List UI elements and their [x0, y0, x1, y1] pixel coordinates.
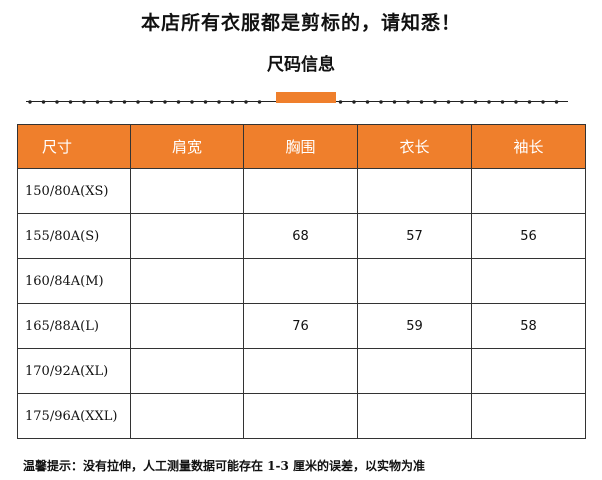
divider-dot — [487, 100, 491, 104]
cell-chest — [243, 258, 358, 304]
cell-size: 165/88A(L) — [17, 303, 131, 349]
cell-length — [357, 168, 472, 214]
size-table: 尺寸 肩宽 胸围 衣长 袖长 150/80A(XS) 155/80A(S) 68… — [17, 124, 586, 439]
divider-dot — [419, 100, 424, 104]
divider-dot — [514, 100, 518, 104]
table-row: 160/84A(M) — [17, 258, 586, 304]
cell-length — [357, 258, 472, 304]
divider-dot — [500, 100, 505, 104]
divider-dot — [554, 100, 559, 104]
divider-dot — [163, 100, 167, 104]
cell-sleeve — [471, 168, 586, 214]
divider-dot — [95, 100, 100, 104]
cell-shoulder — [130, 213, 244, 259]
divider-dot — [433, 100, 437, 104]
divider-dot — [82, 100, 86, 104]
divider-dot — [541, 100, 545, 104]
divider-dot — [136, 100, 140, 104]
cell-chest — [243, 393, 358, 439]
cell-sleeve: 56 — [471, 213, 586, 259]
divider-dot — [527, 100, 532, 104]
cell-length — [357, 348, 472, 394]
divider-dot — [68, 100, 73, 104]
divider-dot — [338, 100, 343, 104]
divider-dot — [122, 100, 127, 104]
divider-dot — [365, 100, 370, 104]
divider-dot — [41, 100, 46, 104]
cell-shoulder — [130, 348, 244, 394]
cell-shoulder — [130, 258, 244, 304]
divider-dot — [203, 100, 208, 104]
header-shoulder: 肩宽 — [130, 124, 244, 169]
divider-dot — [230, 100, 235, 104]
measurement-tip: 温馨提示：没有拉伸，人工测量数据可能存在 1-3 厘米的误差，以实物为准 — [23, 459, 426, 473]
divider-dot — [379, 100, 383, 104]
cell-chest — [243, 348, 358, 394]
divider-dot — [460, 100, 464, 104]
divider-dot — [406, 100, 410, 104]
divider-accent-block — [276, 92, 336, 103]
cell-sleeve — [471, 393, 586, 439]
cell-size: 160/84A(M) — [17, 258, 131, 304]
cell-chest: 68 — [243, 213, 358, 259]
divider-dot — [176, 100, 181, 104]
divider-dot — [190, 100, 194, 104]
divider-dot — [257, 100, 262, 104]
table-row: 170/92A(XL) — [17, 348, 586, 394]
cell-size: 155/80A(S) — [17, 213, 131, 259]
section-title: 尺码信息 — [267, 55, 335, 75]
cell-shoulder — [130, 303, 244, 349]
cell-sleeve — [471, 348, 586, 394]
decorative-divider — [26, 92, 568, 105]
divider-dot — [244, 100, 248, 104]
divider-dot — [28, 100, 32, 104]
cell-sleeve: 58 — [471, 303, 586, 349]
cell-size: 175/96A(XXL) — [17, 393, 131, 439]
table-row: 150/80A(XS) — [17, 168, 586, 214]
cell-length: 59 — [357, 303, 472, 349]
divider-dot — [352, 100, 356, 104]
header-chest: 胸围 — [243, 124, 358, 169]
header-size: 尺寸 — [17, 124, 131, 169]
divider-dot — [109, 100, 113, 104]
header-length: 衣长 — [357, 124, 472, 169]
table-header-row: 尺寸 肩宽 胸围 衣长 袖长 — [17, 124, 586, 169]
cell-sleeve — [471, 258, 586, 304]
divider-dot — [149, 100, 154, 104]
divider-dot — [55, 100, 59, 104]
cell-size: 170/92A(XL) — [17, 348, 131, 394]
divider-dots — [28, 100, 559, 104]
header-sleeve: 袖长 — [471, 124, 586, 169]
table-row: 165/88A(L) 76 59 58 — [17, 303, 586, 349]
cell-size: 150/80A(XS) — [17, 168, 131, 214]
table-row: 175/96A(XXL) — [17, 393, 586, 439]
cell-chest — [243, 168, 358, 214]
divider-dot — [446, 100, 451, 104]
cell-length — [357, 393, 472, 439]
cell-shoulder — [130, 393, 244, 439]
cell-length: 57 — [357, 213, 472, 259]
cell-shoulder — [130, 168, 244, 214]
divider-dot — [217, 100, 221, 104]
cell-chest: 76 — [243, 303, 358, 349]
notice-heading: 本店所有衣服都是剪标的，请知悉！ — [140, 12, 461, 34]
divider-dot — [392, 100, 397, 104]
divider-dot — [473, 100, 478, 104]
table-row: 155/80A(S) 68 57 56 — [17, 213, 586, 259]
